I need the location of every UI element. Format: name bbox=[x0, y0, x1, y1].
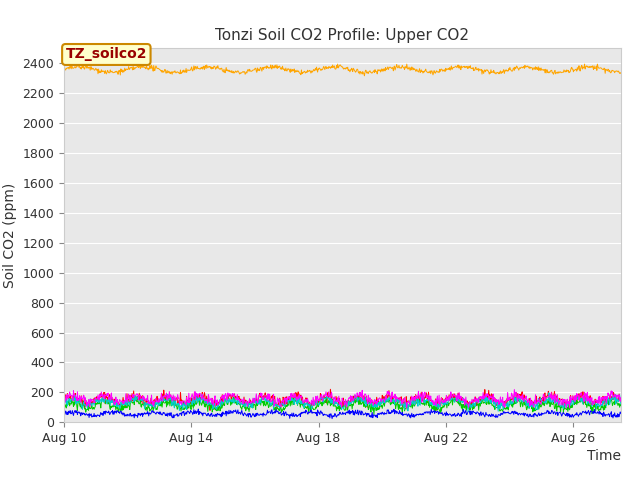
Title: Tonzi Soil CO2 Profile: Upper CO2: Tonzi Soil CO2 Profile: Upper CO2 bbox=[216, 28, 469, 43]
Legend: Open -2cm, Tree -2cm, Open -4cm, Tree -4cm, Tree2 -2cm, Tree2 - 4cm: Open -2cm, Tree -2cm, Open -4cm, Tree -4… bbox=[34, 477, 640, 480]
Text: TZ_soilco2: TZ_soilco2 bbox=[65, 48, 147, 61]
Text: Time: Time bbox=[587, 449, 621, 463]
Y-axis label: Soil CO2 (ppm): Soil CO2 (ppm) bbox=[3, 182, 17, 288]
